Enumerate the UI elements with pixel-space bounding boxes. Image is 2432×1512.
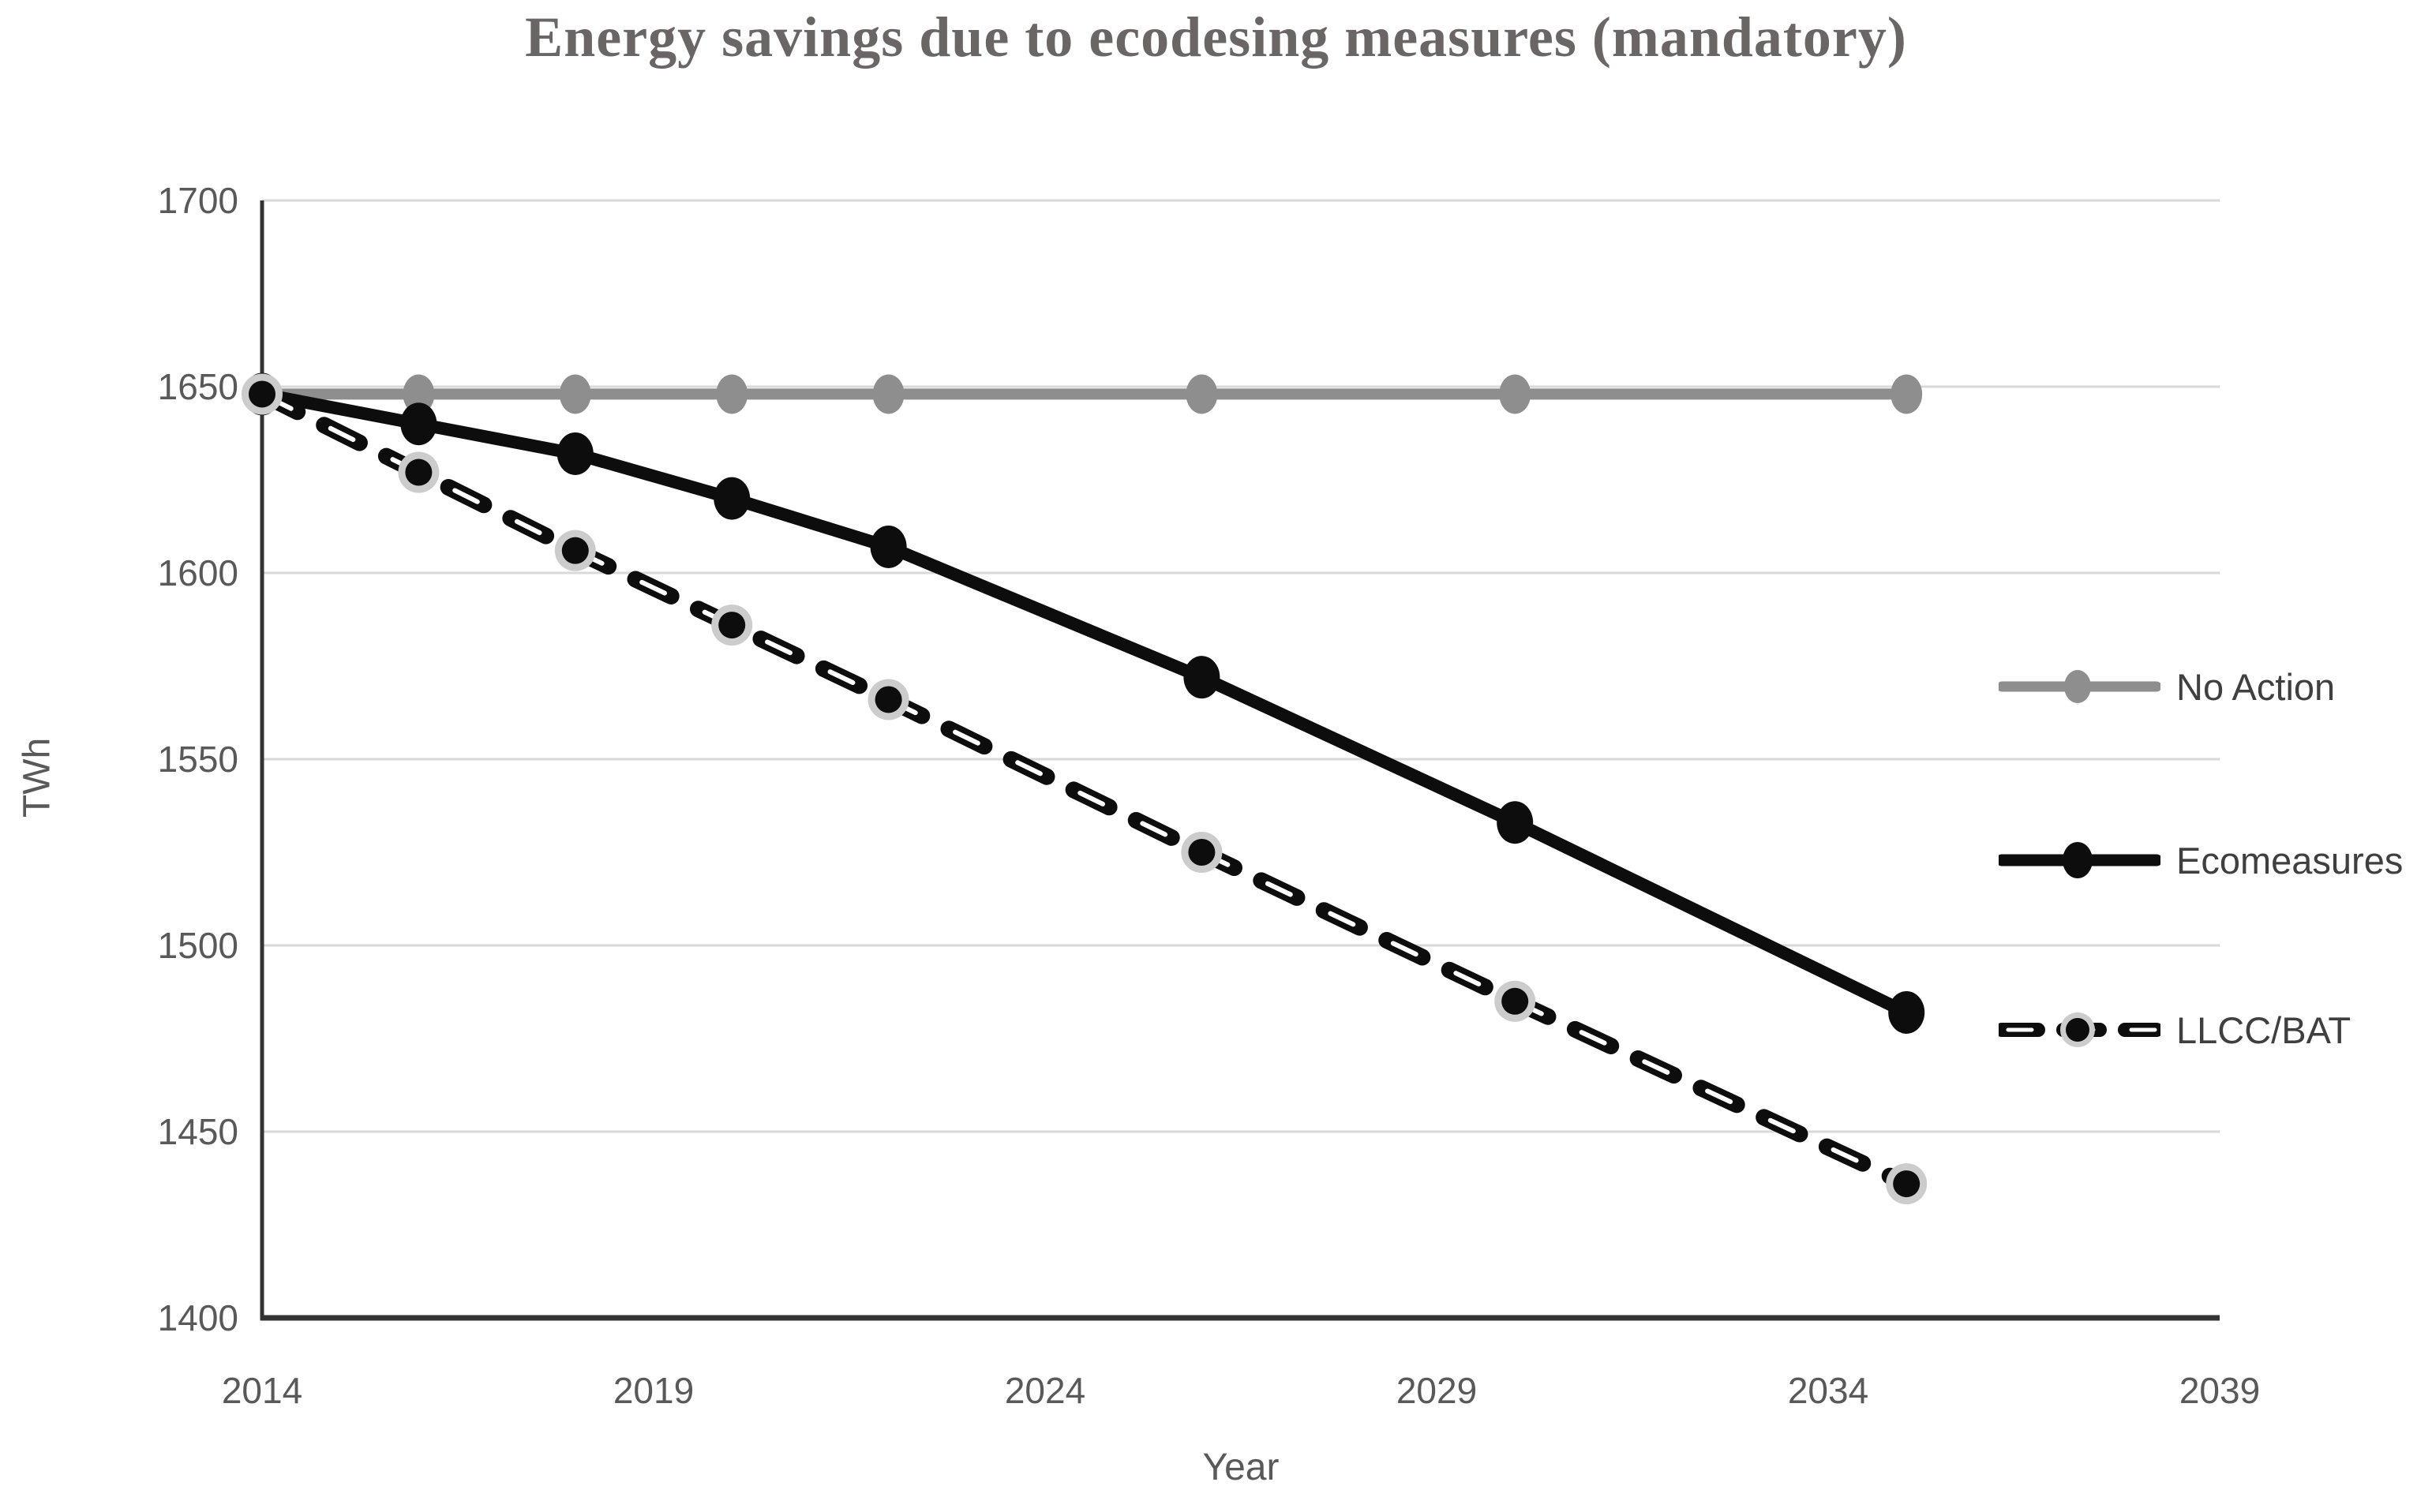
legend-item-llcc-bat: LLCC/BAT [1999, 994, 2351, 1065]
x-tick-label: 2019 [613, 1370, 694, 1411]
data-point [556, 432, 594, 475]
data-point [1501, 987, 1529, 1015]
legend-label-llcc-bat: LLCC/BAT [2176, 1009, 2351, 1051]
series-line [256, 387, 1913, 1019]
no-action-line-swatch-icon [1999, 670, 2160, 703]
data-point [714, 477, 751, 520]
data-point [870, 525, 907, 568]
data-point [249, 380, 275, 408]
legend-item-no-action: No Action [1999, 651, 2335, 722]
data-point [403, 374, 435, 414]
data-point [405, 458, 433, 486]
legend-item-ecomeasures: Ecomeasures [1999, 825, 2403, 896]
data-point [1186, 374, 1218, 414]
data-point [718, 612, 746, 639]
series-no-action [246, 374, 1923, 414]
data-point [1188, 839, 1216, 866]
x-axis-title: Year [1202, 1447, 1280, 1488]
x-tick-label: 2029 [1396, 1370, 1477, 1411]
data-point [559, 374, 591, 414]
x-tick-label: 2014 [222, 1370, 302, 1411]
ecomeasures-line-swatch-icon [1999, 842, 2160, 878]
data-point [875, 686, 902, 713]
series-line [253, 385, 1915, 1192]
series-ecomeasures [244, 372, 1925, 1034]
y-tick-label: 1650 [158, 366, 238, 407]
data-point [716, 374, 748, 414]
series-llcc-bat [242, 373, 1928, 1205]
data-point [1888, 990, 1925, 1034]
data-point [1183, 656, 1220, 699]
data-point [1499, 374, 1531, 414]
data-point [400, 402, 437, 446]
chart-title: Energy savings due to ecodesing measures… [525, 6, 1907, 69]
x-tick-label: 2039 [2179, 1370, 2260, 1411]
data-point [872, 374, 905, 414]
data-point [561, 537, 589, 564]
y-tick-label: 1500 [158, 925, 238, 966]
y-tick-label: 1600 [158, 552, 238, 593]
series-line-inner [260, 391, 1909, 1187]
y-tick-label: 1400 [158, 1297, 238, 1338]
data-point [1891, 374, 1923, 414]
y-tick-label: 1450 [158, 1111, 238, 1152]
data-point [1497, 801, 1534, 844]
x-tick-label: 2034 [1788, 1370, 1868, 1411]
y-tick-label: 1550 [158, 739, 238, 780]
y-tick-label: 1700 [158, 180, 238, 221]
y-axis-title: TWh [16, 737, 58, 818]
legend-label-ecomeasures: Ecomeasures [2176, 839, 2404, 881]
x-tick-label: 2024 [1005, 1370, 1085, 1411]
legend-label-no-action: No Action [2176, 665, 2336, 708]
llcc-bat-line-swatch-icon [1999, 1012, 2160, 1047]
data-point [1893, 1170, 1920, 1198]
